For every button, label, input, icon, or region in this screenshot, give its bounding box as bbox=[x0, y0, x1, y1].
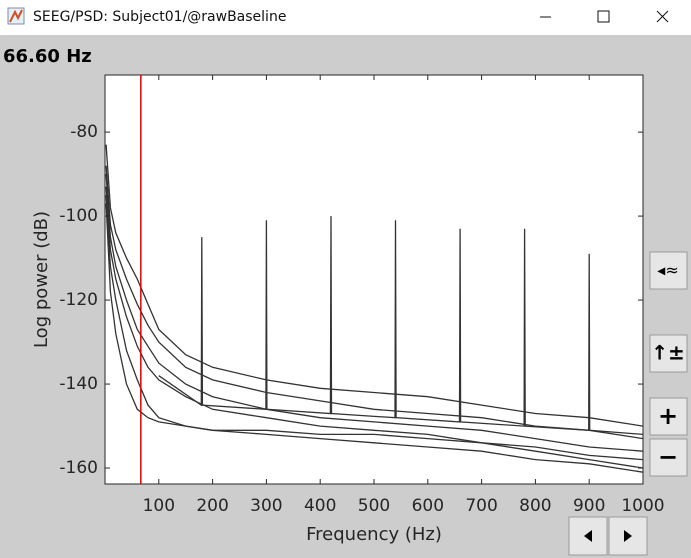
x-tick-label: 500 bbox=[358, 496, 390, 516]
x-tick-label: 200 bbox=[196, 496, 228, 516]
psd-trace bbox=[105, 174, 644, 452]
zoom-out-icon: − bbox=[658, 443, 678, 471]
y-tick-label: -120 bbox=[59, 290, 98, 310]
plot-area bbox=[104, 74, 644, 485]
x-tick-label: 800 bbox=[519, 496, 551, 516]
zoom-out-button[interactable] bbox=[649, 438, 688, 477]
maximize-button[interactable] bbox=[597, 10, 610, 23]
psd-trace bbox=[105, 203, 644, 473]
title-bar bbox=[0, 0, 691, 35]
y-tick-label: -100 bbox=[59, 206, 98, 226]
x-axis-label: Frequency (Hz) bbox=[306, 524, 442, 545]
psd-trace bbox=[105, 165, 644, 440]
close-button[interactable] bbox=[656, 10, 669, 23]
x-tick-label: 1000 bbox=[621, 496, 664, 516]
psd-trace bbox=[105, 144, 644, 427]
scale-icon: ↑± bbox=[651, 341, 685, 365]
x-tick-label: 100 bbox=[143, 496, 175, 516]
app-icon-glyph bbox=[9, 9, 23, 23]
previous-icon bbox=[584, 530, 592, 542]
x-tick-label: 700 bbox=[465, 496, 497, 516]
scale-button[interactable] bbox=[649, 334, 688, 373]
x-tick-label: 400 bbox=[304, 496, 336, 516]
zoom-in-button[interactable] bbox=[649, 397, 688, 436]
y-axis-label: Log power (dB) bbox=[31, 211, 52, 348]
x-tick-label: 300 bbox=[250, 496, 282, 516]
y-tick-label: -160 bbox=[59, 458, 98, 478]
filter-button[interactable] bbox=[649, 251, 688, 290]
x-tick-label: 900 bbox=[573, 496, 605, 516]
next-icon bbox=[624, 530, 632, 542]
window-title: SEEG/PSD: Subject01/@rawBaseline bbox=[33, 9, 286, 25]
cursor-frequency: 66.60 Hz bbox=[3, 46, 92, 67]
filter-icon: ◂≈ bbox=[657, 261, 678, 280]
zoom-in-icon: + bbox=[658, 402, 678, 430]
psd-trace bbox=[105, 186, 644, 461]
y-tick-label: -80 bbox=[70, 122, 98, 142]
plot-content bbox=[105, 75, 644, 484]
y-tick-label: -140 bbox=[59, 374, 98, 394]
x-tick-label: 600 bbox=[412, 496, 444, 516]
psd-trace bbox=[158, 216, 644, 436]
